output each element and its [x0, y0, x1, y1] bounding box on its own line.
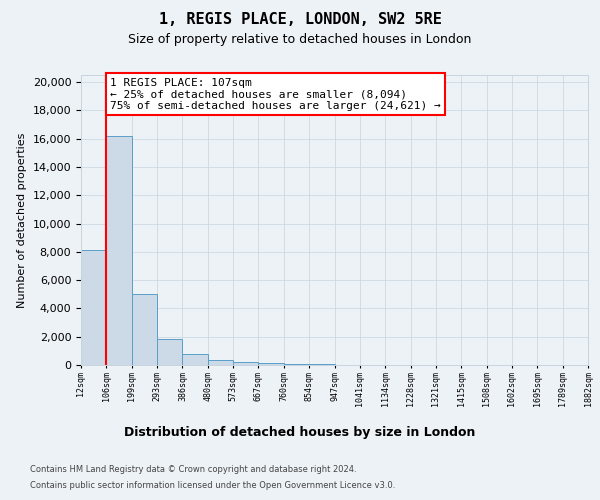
- Bar: [284, 364, 309, 365]
- Bar: [233, 362, 259, 365]
- Text: Size of property relative to detached houses in London: Size of property relative to detached ho…: [128, 32, 472, 46]
- Bar: [259, 363, 284, 365]
- Text: 1 REGIS PLACE: 107sqm
← 25% of detached houses are smaller (8,094)
75% of semi-d: 1 REGIS PLACE: 107sqm ← 25% of detached …: [110, 78, 441, 111]
- Bar: [157, 339, 182, 365]
- Text: 1, REGIS PLACE, LONDON, SW2 5RE: 1, REGIS PLACE, LONDON, SW2 5RE: [158, 12, 442, 28]
- Text: Distribution of detached houses by size in London: Distribution of detached houses by size …: [124, 426, 476, 439]
- Bar: [81, 250, 106, 365]
- Bar: [309, 364, 335, 365]
- Bar: [208, 360, 233, 365]
- Bar: [182, 354, 208, 365]
- Bar: [132, 294, 157, 365]
- Y-axis label: Number of detached properties: Number of detached properties: [17, 132, 27, 308]
- Bar: [106, 136, 132, 365]
- Text: Contains HM Land Registry data © Crown copyright and database right 2024.: Contains HM Land Registry data © Crown c…: [30, 466, 356, 474]
- Text: Contains public sector information licensed under the Open Government Licence v3: Contains public sector information licen…: [30, 480, 395, 490]
